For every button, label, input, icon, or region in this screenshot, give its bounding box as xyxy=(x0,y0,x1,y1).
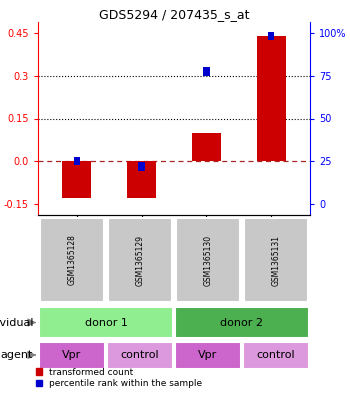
Text: Vpr: Vpr xyxy=(62,350,82,360)
Bar xyxy=(192,133,221,161)
Text: donor 1: donor 1 xyxy=(85,318,127,327)
Bar xyxy=(39,307,173,338)
Bar xyxy=(39,342,105,369)
Bar xyxy=(40,218,104,302)
Bar xyxy=(138,162,145,171)
Text: control: control xyxy=(257,350,295,360)
Text: GSM1365131: GSM1365131 xyxy=(272,235,280,285)
Bar xyxy=(127,161,156,198)
Text: Vpr: Vpr xyxy=(198,350,218,360)
Bar xyxy=(107,342,173,369)
Bar xyxy=(244,218,308,302)
Legend: transformed count, percentile rank within the sample: transformed count, percentile rank withi… xyxy=(35,368,202,389)
Text: GSM1365130: GSM1365130 xyxy=(203,235,212,286)
Text: agent: agent xyxy=(1,350,33,360)
Bar xyxy=(74,157,80,165)
Bar xyxy=(108,218,172,302)
Text: control: control xyxy=(121,350,159,360)
Bar xyxy=(176,218,240,302)
Text: individual: individual xyxy=(0,318,33,327)
Bar xyxy=(175,307,309,338)
Title: GDS5294 / 207435_s_at: GDS5294 / 207435_s_at xyxy=(99,8,249,21)
Bar xyxy=(268,32,274,40)
Bar xyxy=(243,342,309,369)
Bar xyxy=(175,342,241,369)
Bar xyxy=(257,36,286,161)
Bar xyxy=(203,68,210,76)
Text: donor 2: donor 2 xyxy=(220,318,264,327)
Bar xyxy=(62,161,91,198)
Text: GSM1365128: GSM1365128 xyxy=(68,235,77,285)
Text: GSM1365129: GSM1365129 xyxy=(135,235,145,285)
